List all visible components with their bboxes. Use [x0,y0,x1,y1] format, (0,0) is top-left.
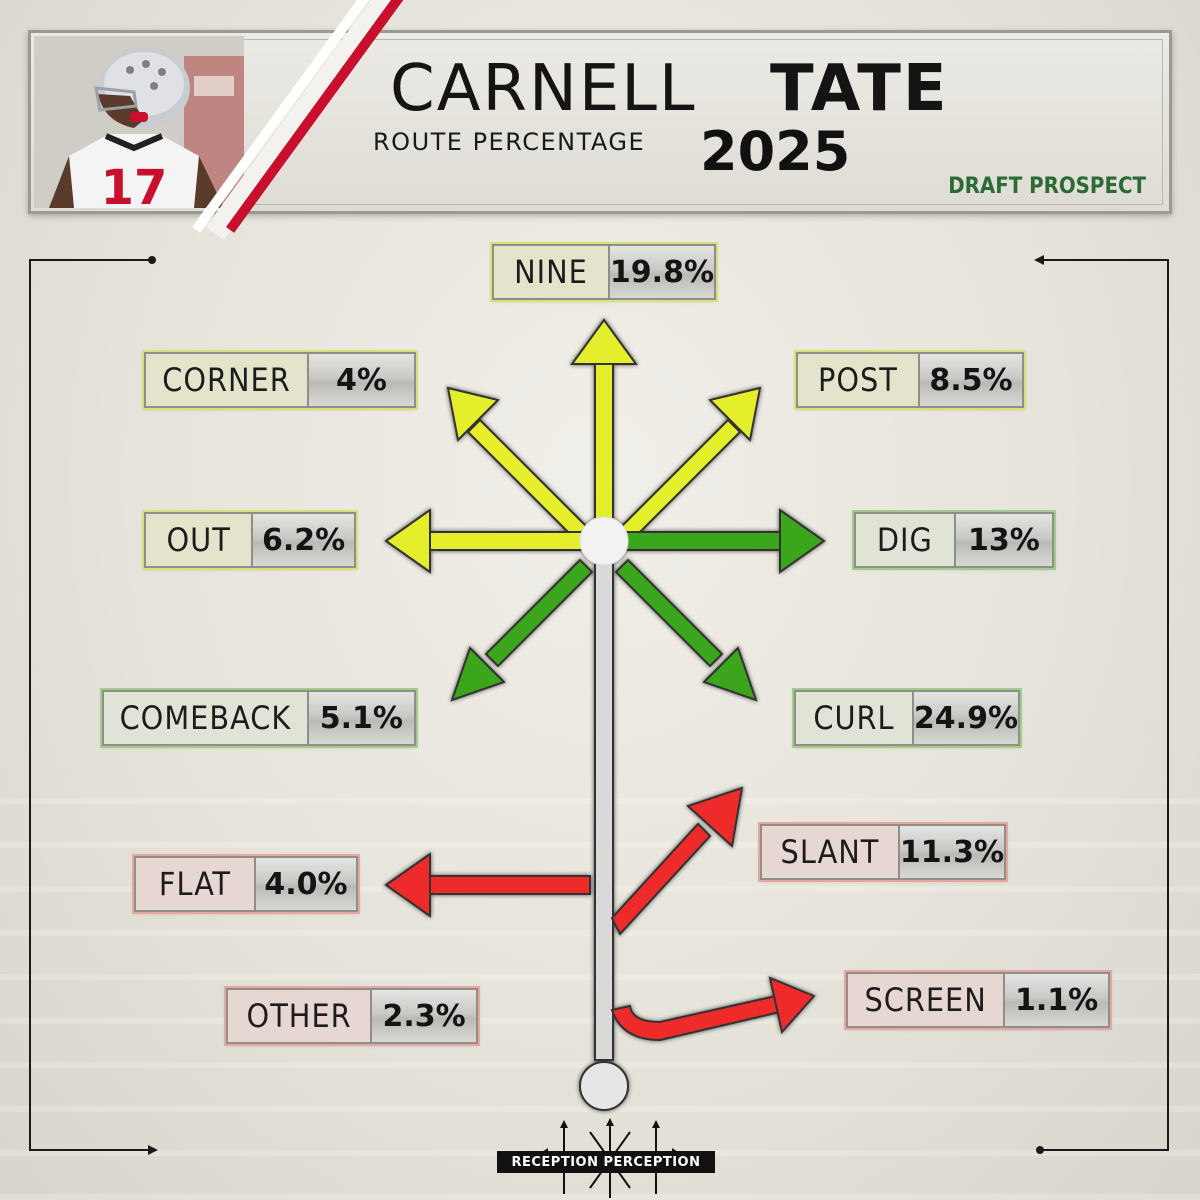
route-value: 1.1% [1003,974,1108,1026]
route-hub [579,516,629,566]
route-value: 13% [953,514,1052,566]
route-stem [594,559,614,1061]
flat-arrow [384,852,591,918]
player-last-name: TATE [770,52,949,126]
route-value: 19.8% [607,246,714,298]
route-label-out: OUT 6.2% [144,512,356,568]
ohio-state-helmet-icon [94,48,190,128]
player-photo: 17 [34,36,244,208]
out-arrow [384,508,589,574]
dig-arrow [619,508,826,574]
route-label-post: POST 8.5% [796,352,1024,408]
route-name: DIG [856,514,954,566]
brand-badge: RECEPTION PERCEPTION [497,1151,715,1173]
nine-arrow [570,318,638,541]
route-name: CORNER [146,354,307,406]
route-label-screen: SCREEN 1.1% [846,972,1110,1028]
route-value: 4% [307,354,414,406]
slant-arrow [610,786,744,936]
curl-arrow [614,558,758,702]
route-label-comeback: COMEBACK 5.1% [102,690,416,746]
route-value: 6.2% [251,514,354,566]
route-value: 11.3% [897,826,1004,878]
route-name: SLANT [762,826,898,878]
route-name: NINE [494,246,608,298]
route-label-nine: NINE 19.8% [492,244,716,300]
route-value: 2.3% [370,990,476,1042]
comeback-arrow [450,558,594,702]
screen-arrow [610,976,816,1042]
route-label-dig: DIG 13% [854,512,1054,568]
route-name: COMEBACK [104,692,307,744]
jersey-number: 17 [101,160,168,208]
route-name: CURL [796,692,912,744]
draft-prospect-tag: DRAFT PROSPECT [948,174,1146,199]
route-label-slant: SLANT 11.3% [760,824,1006,880]
route-name: OTHER [228,990,371,1042]
route-name: OUT [146,514,252,566]
route-label-flat: FLAT 4.0% [134,856,358,912]
subtitle: ROUTE PERCENTAGE [373,128,646,156]
stem-base-circle [579,1061,629,1111]
route-value: 5.1% [306,692,414,744]
route-value: 4.0% [253,858,356,910]
player-first-name: CARNELL [390,52,697,126]
route-name: FLAT [136,858,254,910]
route-label-other: OTHER 2.3% [226,988,478,1044]
corner-arrow [446,386,592,544]
route-label-curl: CURL 24.9% [794,690,1020,746]
route-label-corner: CORNER 4% [144,352,416,408]
season-year: 2025 [700,120,851,183]
route-value: 8.5% [917,354,1022,406]
route-name: SCREEN [848,974,1004,1026]
route-value: 24.9% [911,692,1018,744]
post-arrow [616,386,762,544]
route-name: POST [798,354,918,406]
